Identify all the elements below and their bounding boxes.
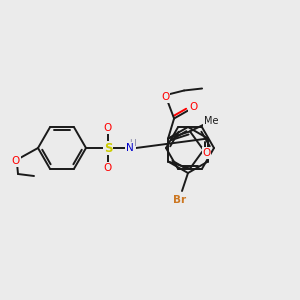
Text: O: O bbox=[104, 123, 112, 133]
Text: O: O bbox=[189, 101, 197, 112]
Text: N: N bbox=[126, 143, 134, 153]
Text: O: O bbox=[104, 163, 112, 173]
Text: O: O bbox=[12, 156, 20, 166]
Text: S: S bbox=[104, 142, 112, 154]
Text: H: H bbox=[129, 140, 135, 148]
Text: Br: Br bbox=[173, 195, 187, 205]
Text: O: O bbox=[161, 92, 169, 103]
Text: Me: Me bbox=[204, 116, 218, 127]
Text: O: O bbox=[202, 148, 211, 158]
